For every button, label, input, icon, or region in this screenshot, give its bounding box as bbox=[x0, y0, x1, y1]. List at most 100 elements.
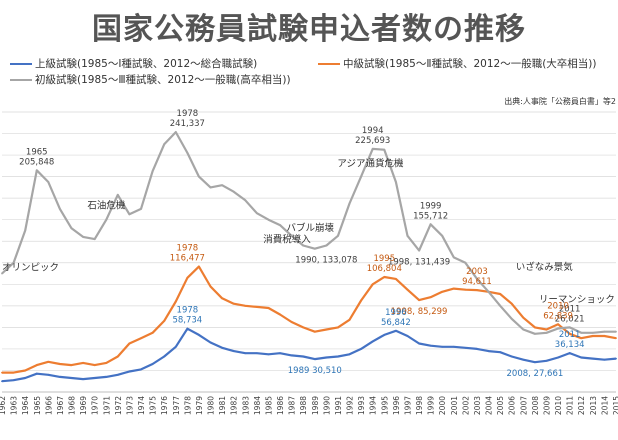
x-tick-label: 1989 bbox=[311, 396, 320, 415]
chart-title: 国家公務員試験申込者数の推移 bbox=[92, 12, 526, 47]
data-label: 205,848 bbox=[19, 157, 54, 167]
data-label: 2011 bbox=[559, 330, 581, 340]
data-point-2 bbox=[568, 326, 571, 329]
data-point-1 bbox=[325, 328, 328, 331]
series-line-0 bbox=[1, 327, 617, 383]
data-point-2 bbox=[325, 244, 328, 247]
data-label: 241,337 bbox=[170, 119, 205, 129]
x-tick-label: 1983 bbox=[241, 396, 250, 415]
data-point-2 bbox=[371, 148, 374, 150]
data-point-0 bbox=[255, 352, 258, 355]
data-point-1 bbox=[82, 362, 84, 364]
data-point-2 bbox=[140, 208, 142, 210]
data-point-2 bbox=[615, 330, 617, 333]
data-point-0 bbox=[383, 334, 386, 336]
x-tick-label: 2008 bbox=[531, 396, 540, 415]
data-point-2 bbox=[70, 227, 73, 230]
data-point-1 bbox=[337, 326, 339, 329]
data-point-0 bbox=[522, 358, 525, 361]
data-point-1 bbox=[140, 337, 142, 340]
data-label: 225,693 bbox=[355, 136, 390, 146]
data-point-2 bbox=[209, 186, 212, 189]
x-tick-label: 1988 bbox=[299, 396, 308, 415]
data-label: 1998, 85,299 bbox=[391, 307, 448, 317]
data-point-1 bbox=[383, 276, 386, 278]
data-point-0 bbox=[487, 350, 490, 352]
data-point-1 bbox=[464, 288, 467, 291]
x-tick-label: 1976 bbox=[160, 396, 169, 415]
data-point-0 bbox=[371, 340, 374, 343]
data-point-1 bbox=[476, 289, 478, 292]
data-point-2 bbox=[12, 261, 15, 264]
x-tick-label: 2003 bbox=[473, 396, 482, 415]
legend-item-upper: 上級試験(1985〜Ⅰ種試験、2012〜総合職試験) bbox=[10, 56, 257, 71]
data-point-1 bbox=[591, 335, 594, 337]
data-point-0 bbox=[59, 376, 61, 378]
data-point-1 bbox=[35, 364, 38, 366]
x-tick-label: 2009 bbox=[542, 396, 551, 415]
x-tick-label: 2013 bbox=[589, 396, 598, 415]
data-point-1 bbox=[12, 371, 15, 374]
data-point-2 bbox=[163, 143, 166, 146]
legend-item-lower: 初級試験(1985〜Ⅲ種試験、2012〜一般職(高卒相当)) bbox=[10, 72, 291, 87]
data-label: 1978 bbox=[177, 244, 199, 254]
data-point-1 bbox=[151, 331, 154, 334]
data-point-1 bbox=[24, 369, 27, 372]
x-tick-label: 1997 bbox=[403, 396, 412, 415]
data-point-0 bbox=[151, 363, 154, 365]
data-point-2 bbox=[105, 218, 108, 221]
x-tick-label: 2011 bbox=[566, 396, 575, 415]
data-point-1 bbox=[267, 307, 270, 309]
data-point-0 bbox=[82, 378, 84, 380]
data-point-0 bbox=[174, 345, 177, 348]
data-point-0 bbox=[140, 368, 142, 371]
data-point-0 bbox=[313, 358, 316, 361]
data-point-0 bbox=[394, 329, 397, 332]
data-point-0 bbox=[464, 346, 467, 349]
data-label: 1978 bbox=[177, 306, 199, 316]
data-point-1 bbox=[452, 287, 455, 290]
x-tick-label: 1999 bbox=[427, 396, 436, 415]
x-tick-label: 2002 bbox=[461, 396, 470, 415]
data-point-1 bbox=[221, 297, 224, 300]
data-point-2 bbox=[290, 234, 293, 237]
event-annotation: アジア通貨危機 bbox=[337, 158, 404, 170]
data-point-1 bbox=[522, 316, 525, 319]
data-point-1 bbox=[93, 364, 96, 366]
x-tick-label: 1985 bbox=[264, 396, 273, 415]
data-point-1 bbox=[290, 321, 293, 323]
data-point-0 bbox=[290, 354, 293, 357]
data-point-0 bbox=[232, 350, 235, 352]
data-point-1 bbox=[70, 364, 73, 366]
data-point-2 bbox=[59, 208, 61, 210]
legend-swatch-lower bbox=[10, 79, 32, 81]
data-label: 26,021 bbox=[555, 314, 585, 324]
data-label: 1989 30,510 bbox=[288, 366, 342, 376]
data-point-0 bbox=[557, 356, 559, 359]
data-point-2 bbox=[360, 175, 363, 178]
x-tick-label: 1984 bbox=[253, 396, 262, 415]
data-label: 2008, 27,661 bbox=[507, 369, 564, 379]
x-tick-label: 1968 bbox=[68, 396, 77, 415]
data-label: 1994 bbox=[362, 126, 384, 136]
data-point-1 bbox=[441, 290, 444, 293]
data-label: 1978 bbox=[177, 109, 199, 119]
data-point-0 bbox=[47, 373, 50, 376]
data-point-0 bbox=[209, 341, 212, 344]
data-label: 1999 bbox=[420, 201, 442, 211]
x-tick-label: 1995 bbox=[380, 396, 389, 415]
legend-label-lower: 初級試験(1985〜Ⅲ種試験、2012〜一般職(高卒相当)) bbox=[35, 74, 291, 86]
data-point-1 bbox=[232, 302, 235, 305]
data-label: 2010 bbox=[547, 301, 569, 311]
data-point-0 bbox=[603, 358, 606, 361]
data-point-1 bbox=[429, 296, 432, 299]
legend-label-upper: 上級試験(1985〜Ⅰ種試験、2012〜総合職試験) bbox=[35, 58, 258, 70]
data-point-0 bbox=[12, 379, 15, 382]
data-point-0 bbox=[580, 356, 583, 359]
data-point-2 bbox=[418, 249, 420, 252]
data-point-2 bbox=[302, 244, 305, 247]
data-point-2 bbox=[1, 272, 3, 275]
data-point-1 bbox=[198, 265, 200, 268]
data-point-2 bbox=[394, 181, 397, 183]
data-label: 155,712 bbox=[413, 211, 448, 221]
